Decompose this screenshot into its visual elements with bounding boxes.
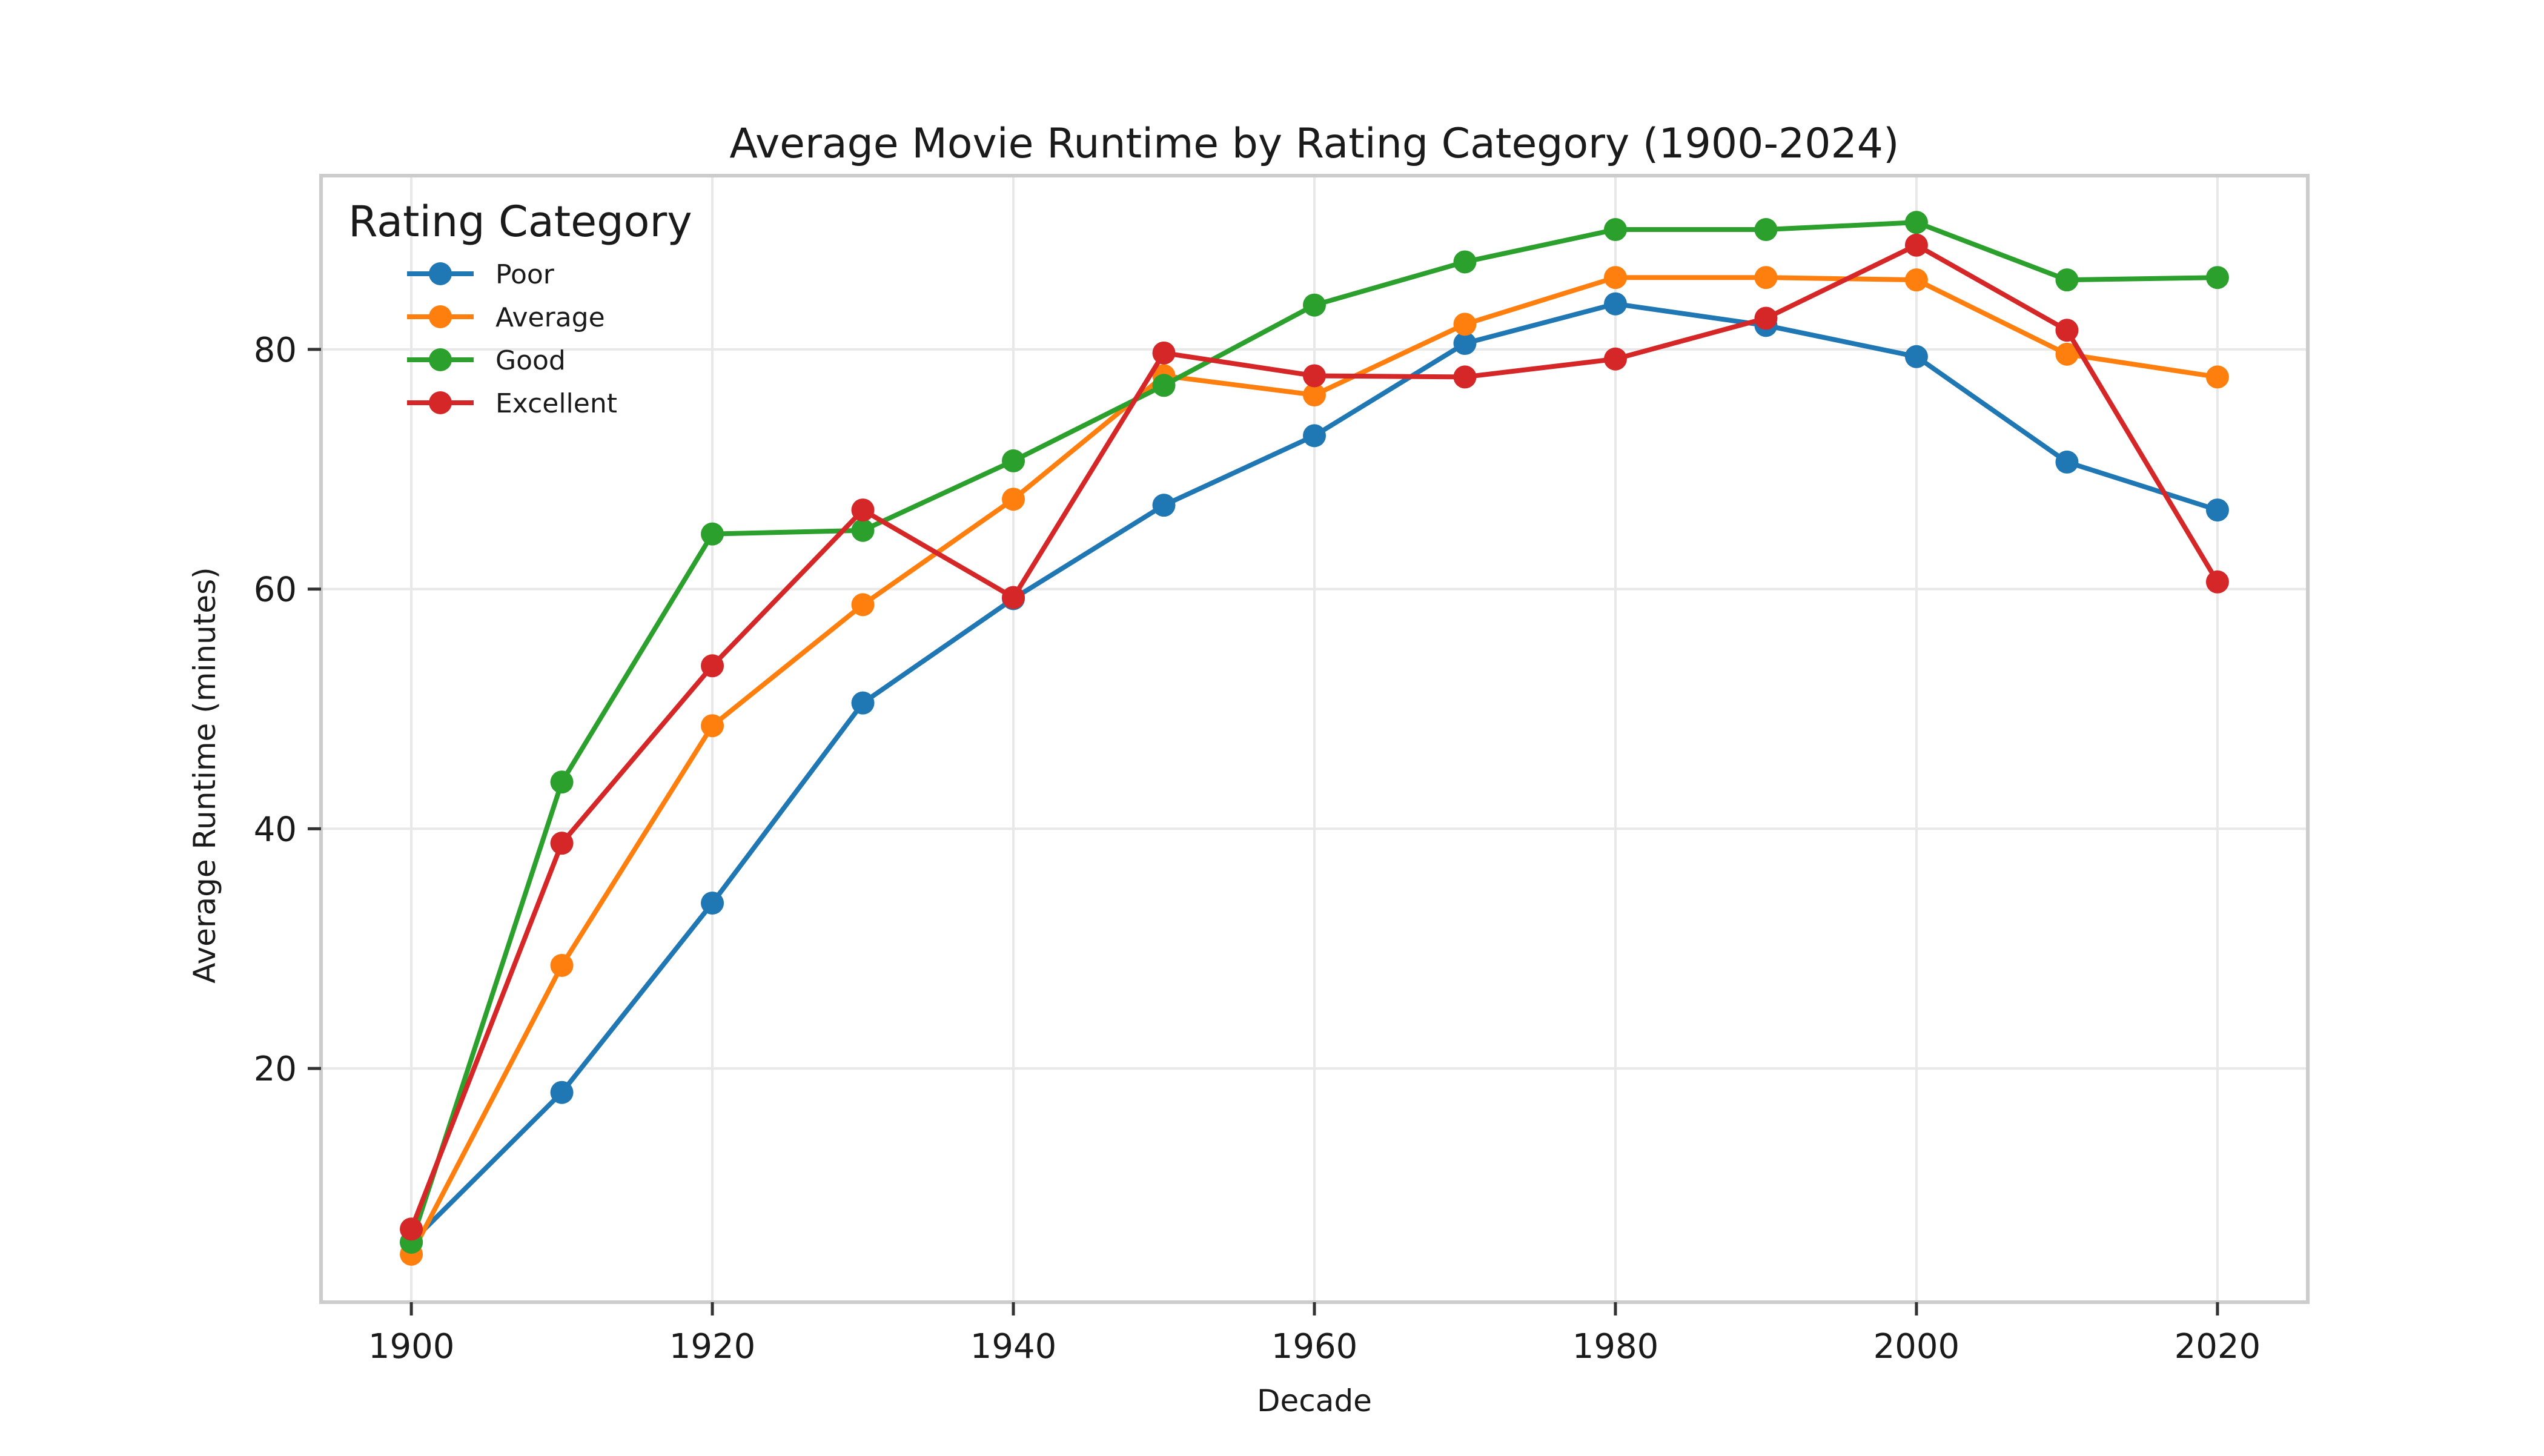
y-axis-label: Average Runtime (minutes) bbox=[187, 567, 222, 983]
data-point bbox=[2205, 266, 2229, 290]
y-tick-label: 40 bbox=[254, 810, 297, 849]
data-point bbox=[550, 832, 574, 855]
x-tick-label: 2000 bbox=[1873, 1327, 1960, 1366]
legend-swatch-marker bbox=[429, 391, 452, 414]
data-point bbox=[2205, 498, 2229, 522]
data-point bbox=[1754, 218, 1778, 242]
data-point bbox=[1303, 364, 1326, 388]
x-tick-label: 1920 bbox=[669, 1327, 756, 1366]
data-point bbox=[701, 714, 724, 738]
y-tick-label: 20 bbox=[254, 1050, 297, 1089]
x-tick-label: 1960 bbox=[1271, 1327, 1358, 1366]
data-point bbox=[1603, 218, 1627, 242]
data-point bbox=[1603, 266, 1627, 290]
data-point bbox=[851, 691, 875, 715]
data-point bbox=[701, 892, 724, 915]
legend-label: Excellent bbox=[495, 388, 617, 419]
data-point bbox=[1453, 332, 1477, 356]
data-point bbox=[1754, 266, 1778, 290]
data-point bbox=[1603, 292, 1627, 316]
x-tick-label: 1940 bbox=[970, 1327, 1057, 1366]
data-point bbox=[1152, 341, 1176, 365]
x-tick-label: 2020 bbox=[2175, 1327, 2261, 1366]
legend-label: Poor bbox=[495, 259, 555, 290]
data-point bbox=[851, 498, 875, 522]
series-layer bbox=[400, 211, 2229, 1266]
legend-item-good: Good bbox=[407, 345, 566, 376]
legend-label: Good bbox=[495, 345, 566, 376]
data-point bbox=[701, 654, 724, 678]
data-point bbox=[1904, 233, 1928, 257]
data-point bbox=[2205, 570, 2229, 594]
data-point bbox=[400, 1217, 423, 1241]
data-point bbox=[2055, 319, 2079, 342]
data-point bbox=[1002, 488, 1025, 511]
data-point bbox=[2055, 342, 2079, 366]
legend-item-average: Average bbox=[407, 302, 605, 333]
data-point bbox=[2205, 365, 2229, 389]
data-point bbox=[1152, 494, 1176, 517]
data-point bbox=[1303, 293, 1326, 317]
legend-swatch-marker bbox=[429, 262, 452, 285]
data-point bbox=[1904, 211, 1928, 234]
legend-label: Average bbox=[495, 302, 605, 333]
legend-item-poor: Poor bbox=[407, 259, 555, 290]
data-point bbox=[701, 522, 724, 546]
grid-layer bbox=[321, 176, 2308, 1302]
legend-swatch-marker bbox=[429, 348, 452, 371]
data-point bbox=[851, 593, 875, 617]
data-point bbox=[2055, 450, 2079, 474]
series-average bbox=[400, 266, 2229, 1266]
y-tick-label: 60 bbox=[254, 571, 297, 610]
data-point bbox=[1152, 374, 1176, 397]
legend-swatch-marker bbox=[429, 305, 452, 328]
data-point bbox=[1303, 424, 1326, 448]
legend-title: Rating Category bbox=[348, 197, 692, 247]
x-tick-label: 1980 bbox=[1572, 1327, 1659, 1366]
data-point bbox=[1603, 347, 1627, 371]
legend-items: Poor Average Good Excellent bbox=[407, 259, 617, 419]
x-axis-label: Decade bbox=[1257, 1383, 1372, 1418]
data-point bbox=[550, 1080, 574, 1104]
data-point bbox=[1002, 449, 1025, 472]
legend-item-excellent: Excellent bbox=[407, 388, 617, 419]
data-point bbox=[550, 953, 574, 977]
data-point bbox=[2055, 268, 2079, 292]
x-tick-label: 1900 bbox=[368, 1327, 455, 1366]
data-point bbox=[1453, 250, 1477, 274]
chart-title: Average Movie Runtime by Rating Category… bbox=[729, 120, 1899, 168]
data-point bbox=[550, 770, 574, 794]
y-tick-label: 80 bbox=[254, 331, 297, 370]
data-point bbox=[1453, 365, 1477, 389]
data-point bbox=[1002, 586, 1025, 609]
legend: Rating Category Poor Average Good Excellent bbox=[348, 197, 692, 419]
data-point bbox=[851, 518, 875, 542]
series-excellent bbox=[400, 233, 2229, 1241]
data-point bbox=[1754, 306, 1778, 330]
data-point bbox=[1453, 313, 1477, 336]
data-point bbox=[1904, 268, 1928, 292]
data-point bbox=[1904, 345, 1928, 368]
data-point bbox=[1303, 383, 1326, 407]
